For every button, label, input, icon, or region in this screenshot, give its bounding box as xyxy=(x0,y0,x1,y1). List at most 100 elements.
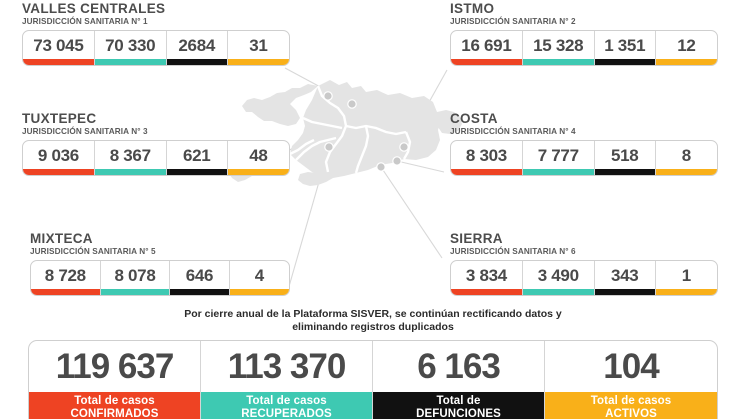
bar-recovered xyxy=(100,289,170,295)
jurisdiction-card-valles-centrales: VALLES CENTRALES JURISDICCIÓN SANITARIA … xyxy=(22,2,290,66)
total-label-line2: ACTIVOS xyxy=(605,408,657,419)
bar-deaths xyxy=(594,289,655,295)
bar-deaths xyxy=(594,169,655,175)
map-dot-mixteca xyxy=(324,142,334,152)
jurisdiction-card-mixteca: MIXTECA JURISDICCIÓN SANITARIA N° 5 8 72… xyxy=(30,232,290,296)
stat-value: 646 xyxy=(185,266,214,285)
stats-box: 73 045 70 330 2684 31 xyxy=(22,30,290,66)
bar-confirmed xyxy=(23,59,94,65)
stat-confirmed: 3 834 xyxy=(451,261,523,295)
stat-value: 1 351 xyxy=(604,36,646,55)
connector-sierra xyxy=(380,166,443,259)
card-subtitle: JURISDICCIÓN SANITARIA N° 1 xyxy=(22,17,148,26)
stat-value: 9 036 xyxy=(37,146,79,165)
stat-recovered: 3 490 xyxy=(522,261,595,295)
bar-recovered xyxy=(522,59,594,65)
bar-confirmed xyxy=(451,59,522,65)
stats-box: 9 036 8 367 621 48 xyxy=(22,140,290,176)
jurisdiction-card-tuxtepec: TUXTEPEC JURISDICCIÓN SANITARIA N° 3 9 0… xyxy=(22,112,290,176)
stat-deaths: 646 xyxy=(170,261,230,295)
totals-summary-box: 119 637 Total de casos CONFIRMADOS 113 3… xyxy=(28,340,718,419)
map-dot-costa xyxy=(392,156,402,166)
stat-confirmed: 16 691 xyxy=(451,31,523,65)
stat-value: 8 728 xyxy=(44,266,86,285)
map-shape xyxy=(228,80,462,186)
map-dot-istmo xyxy=(399,142,409,152)
stat-value: 31 xyxy=(249,36,268,55)
stat-value: 15 328 xyxy=(533,36,584,55)
bar-active xyxy=(655,59,717,65)
total-confirmed: 119 637 Total de casos CONFIRMADOS xyxy=(29,341,201,419)
stat-deaths: 518 xyxy=(594,141,656,175)
bar-deaths xyxy=(594,59,655,65)
card-title: TUXTEPEC xyxy=(22,111,97,126)
stat-active: 8 xyxy=(655,141,717,175)
card-subtitle: JURISDICCIÓN SANITARIA N° 4 xyxy=(450,127,576,136)
stat-value: 343 xyxy=(610,266,639,285)
stat-value: 2684 xyxy=(178,36,216,55)
total-recovered: 113 370 Total de casos RECUPERADOS xyxy=(201,341,373,419)
stat-confirmed: 9 036 xyxy=(23,141,95,175)
note-line-1: Por cierre anual de la Plataforma SISVER… xyxy=(184,308,562,320)
stat-value: 8 078 xyxy=(114,266,156,285)
stat-active: 12 xyxy=(655,31,717,65)
card-title: SIERRA xyxy=(450,231,503,246)
total-label-line2: RECUPERADOS xyxy=(241,408,332,419)
stat-confirmed: 8 303 xyxy=(451,141,523,175)
stat-value: 73 045 xyxy=(33,36,84,55)
stat-value: 518 xyxy=(610,146,639,165)
bar-recovered xyxy=(94,59,166,65)
bar-active xyxy=(655,169,717,175)
stat-value: 8 303 xyxy=(465,146,507,165)
bar-recovered xyxy=(522,169,594,175)
stat-recovered: 70 330 xyxy=(94,31,167,65)
stat-value: 3 834 xyxy=(465,266,507,285)
bar-deaths xyxy=(170,289,229,295)
stat-recovered: 15 328 xyxy=(522,31,595,65)
total-label-line1: Total de casos xyxy=(74,395,155,407)
total-label: Total de casos RECUPERADOS xyxy=(201,392,372,419)
bar-deaths xyxy=(166,169,227,175)
card-subtitle: JURISDICCIÓN SANITARIA N° 6 xyxy=(450,247,576,256)
total-label: Total de casos CONFIRMADOS xyxy=(29,392,200,419)
total-label-line1: Total de casos xyxy=(590,395,672,407)
connector-costa xyxy=(396,160,445,173)
stat-value: 621 xyxy=(182,146,211,165)
stat-deaths: 343 xyxy=(594,261,656,295)
bar-active xyxy=(655,289,717,295)
total-deaths: 6 163 Total de DEFUNCIONES xyxy=(373,341,545,419)
jurisdiction-card-sierra: SIERRA JURISDICCIÓN SANITARIA N° 6 3 834… xyxy=(450,232,718,296)
stat-active: 31 xyxy=(227,31,289,65)
stat-deaths: 621 xyxy=(166,141,228,175)
bar-confirmed xyxy=(451,169,522,175)
bar-confirmed xyxy=(451,289,522,295)
card-subtitle: JURISDICCIÓN SANITARIA N° 2 xyxy=(450,17,576,26)
stat-value: 8 xyxy=(681,146,691,165)
stat-confirmed: 73 045 xyxy=(23,31,95,65)
stat-deaths: 2684 xyxy=(166,31,228,65)
card-title: ISTMO xyxy=(450,1,495,16)
total-label: Total de DEFUNCIONES xyxy=(373,392,544,419)
total-label-line1: Total de xyxy=(436,395,481,407)
card-subtitle: JURISDICCIÓN SANITARIA N° 3 xyxy=(22,127,148,136)
stat-value: 4 xyxy=(254,266,264,285)
bar-active xyxy=(229,289,289,295)
stat-value: 48 xyxy=(249,146,268,165)
bar-deaths xyxy=(166,59,227,65)
stat-active: 48 xyxy=(227,141,289,175)
stat-value: 16 691 xyxy=(461,36,512,55)
note-line-2: eliminando registros duplicados xyxy=(292,321,454,333)
stat-active: 1 xyxy=(655,261,717,295)
bar-recovered xyxy=(522,289,594,295)
stat-value: 12 xyxy=(677,36,696,55)
map-dot-valles-centrales xyxy=(347,99,357,109)
total-value: 113 370 xyxy=(227,346,347,386)
total-value: 119 637 xyxy=(55,346,175,386)
total-label-line1: Total de casos xyxy=(246,395,327,407)
stats-box: 8 303 7 777 518 8 xyxy=(450,140,718,176)
map-dot-sierra xyxy=(376,162,386,172)
card-subtitle: JURISDICCIÓN SANITARIA N° 5 xyxy=(30,247,156,256)
total-active: 104 Total de casos ACTIVOS xyxy=(545,341,717,419)
